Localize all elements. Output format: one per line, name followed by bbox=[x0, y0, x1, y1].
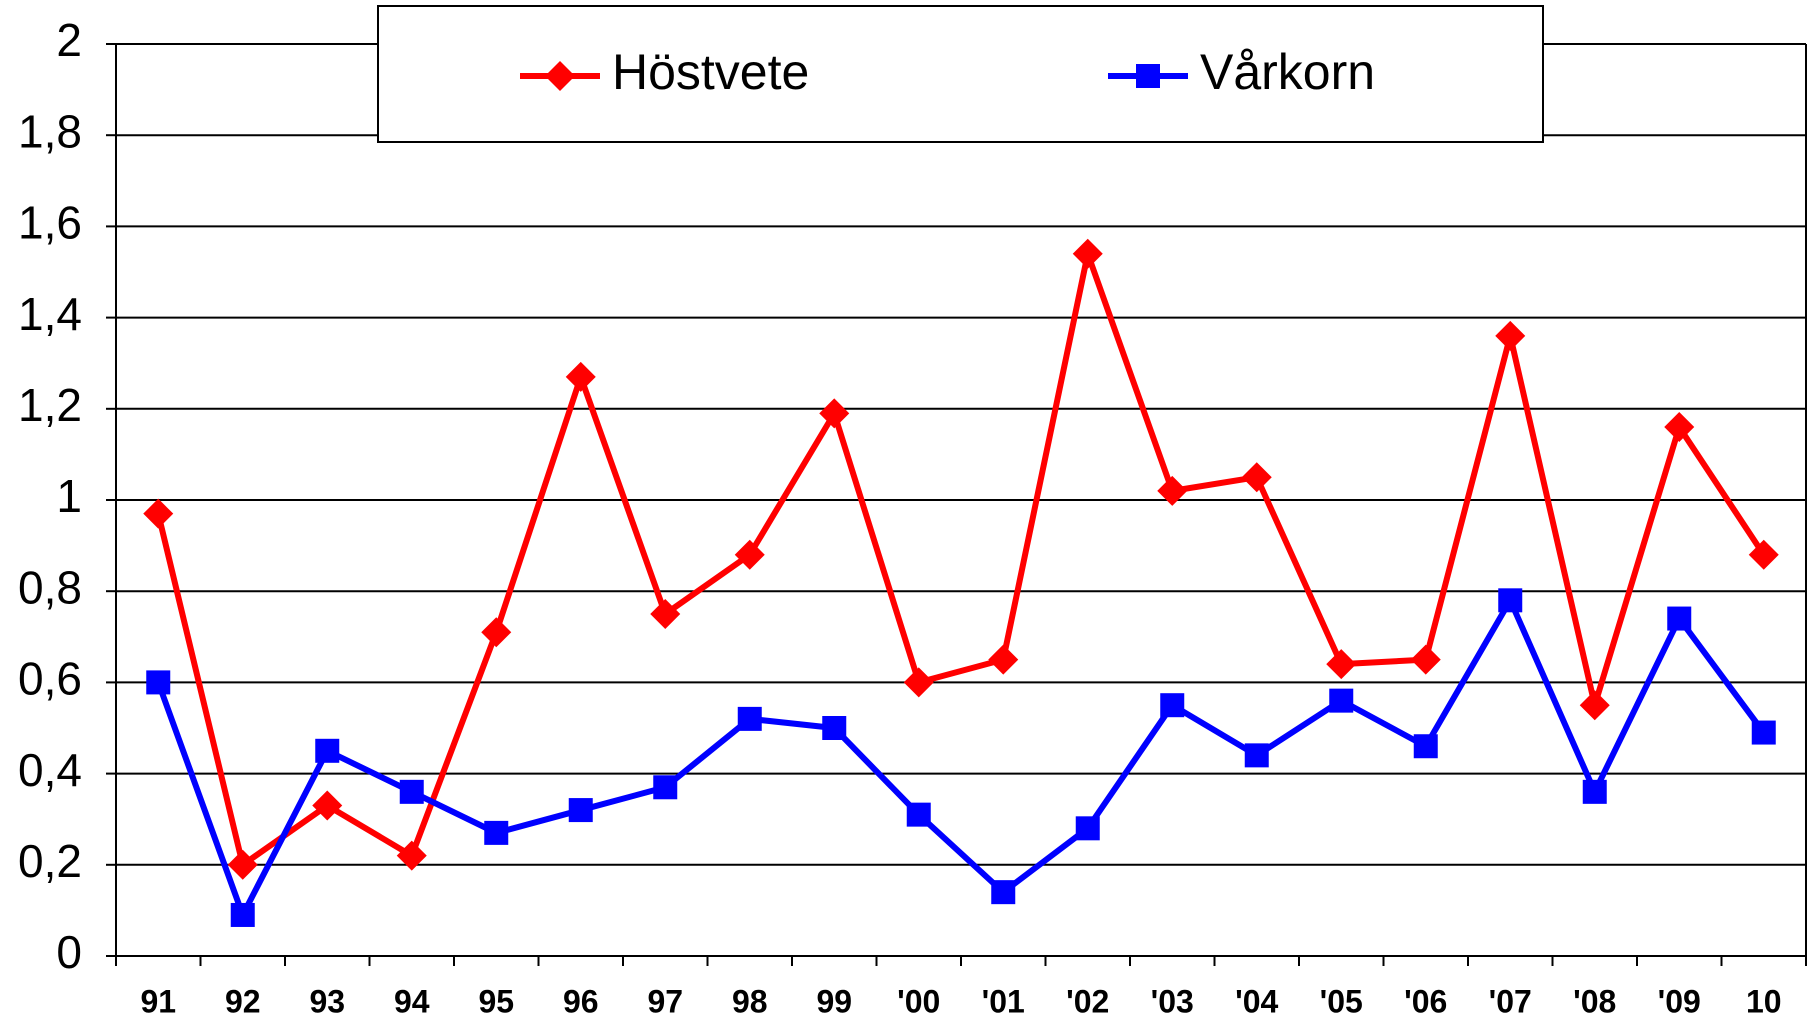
x-tick-label: 91 bbox=[140, 983, 176, 1019]
x-tick-label: '08 bbox=[1573, 983, 1616, 1019]
point bbox=[1752, 721, 1776, 745]
point bbox=[1498, 588, 1522, 612]
legend-marker bbox=[1136, 64, 1160, 88]
x-tick-label: '07 bbox=[1489, 983, 1532, 1019]
point bbox=[569, 798, 593, 822]
point bbox=[397, 841, 427, 871]
point bbox=[1329, 689, 1353, 713]
point bbox=[1580, 690, 1610, 720]
point bbox=[653, 775, 677, 799]
y-tick-label: 0,2 bbox=[18, 835, 82, 887]
y-tick-label: 2 bbox=[56, 14, 82, 66]
point bbox=[1583, 780, 1607, 804]
point bbox=[988, 645, 1018, 675]
x-tick-label: 95 bbox=[478, 983, 514, 1019]
point bbox=[907, 803, 931, 827]
point bbox=[1076, 816, 1100, 840]
point bbox=[1414, 734, 1438, 758]
y-tick-label: 1,6 bbox=[18, 197, 82, 249]
point bbox=[143, 499, 173, 529]
x-tick-label: 99 bbox=[816, 983, 852, 1019]
point bbox=[1157, 476, 1187, 506]
x-tick-label: 93 bbox=[309, 983, 345, 1019]
point bbox=[991, 880, 1015, 904]
point bbox=[231, 903, 255, 927]
point bbox=[146, 670, 170, 694]
x-tick-label: '05 bbox=[1320, 983, 1363, 1019]
chart: 0 0,2 0,4 0,6 0,8 1 1,2 1,4 1,6 1,8 2 91 92 93 94 95 96 9… bbox=[0, 0, 1812, 1020]
point bbox=[1495, 321, 1525, 351]
y-tick-label: 1,2 bbox=[18, 379, 82, 431]
series-line bbox=[158, 600, 1764, 915]
x-tick-label: 97 bbox=[647, 983, 683, 1019]
y-tick-label: 0,6 bbox=[18, 653, 82, 705]
y-tick-label: 1,4 bbox=[18, 288, 82, 340]
point bbox=[1326, 649, 1356, 679]
y-tick-label: 0 bbox=[56, 926, 82, 978]
x-tick-label: '04 bbox=[1235, 983, 1278, 1019]
point bbox=[484, 821, 508, 845]
x-tick-label: 92 bbox=[225, 983, 261, 1019]
x-tick-label: '02 bbox=[1066, 983, 1109, 1019]
legend-label: Vårkorn bbox=[1200, 44, 1375, 100]
point bbox=[481, 617, 511, 647]
point bbox=[1411, 645, 1441, 675]
legend-label: Höstvete bbox=[612, 44, 809, 100]
x-tick-label: '01 bbox=[982, 983, 1025, 1019]
point bbox=[1667, 607, 1691, 631]
y-tick-label: 0,8 bbox=[18, 561, 82, 613]
point bbox=[822, 716, 846, 740]
point bbox=[1073, 239, 1103, 269]
point bbox=[566, 362, 596, 392]
point bbox=[400, 780, 424, 804]
x-tick-label: '00 bbox=[897, 983, 940, 1019]
point bbox=[315, 739, 339, 763]
y-tick-label: 1 bbox=[56, 470, 82, 522]
point bbox=[1242, 462, 1272, 492]
point bbox=[819, 398, 849, 428]
x-tick-label: 94 bbox=[394, 983, 430, 1019]
point bbox=[1245, 743, 1269, 767]
point bbox=[1160, 693, 1184, 717]
x-tick-label: 96 bbox=[563, 983, 599, 1019]
x-tick-label: '03 bbox=[1151, 983, 1194, 1019]
x-tick-label: '06 bbox=[1404, 983, 1447, 1019]
point bbox=[738, 707, 762, 731]
x-tick-label: 10 bbox=[1746, 983, 1782, 1019]
x-tick-label: '09 bbox=[1658, 983, 1701, 1019]
y-tick-label: 1,8 bbox=[18, 105, 82, 157]
point bbox=[904, 667, 934, 697]
x-tick-label: 98 bbox=[732, 983, 768, 1019]
y-tick-label: 0,4 bbox=[18, 744, 82, 796]
